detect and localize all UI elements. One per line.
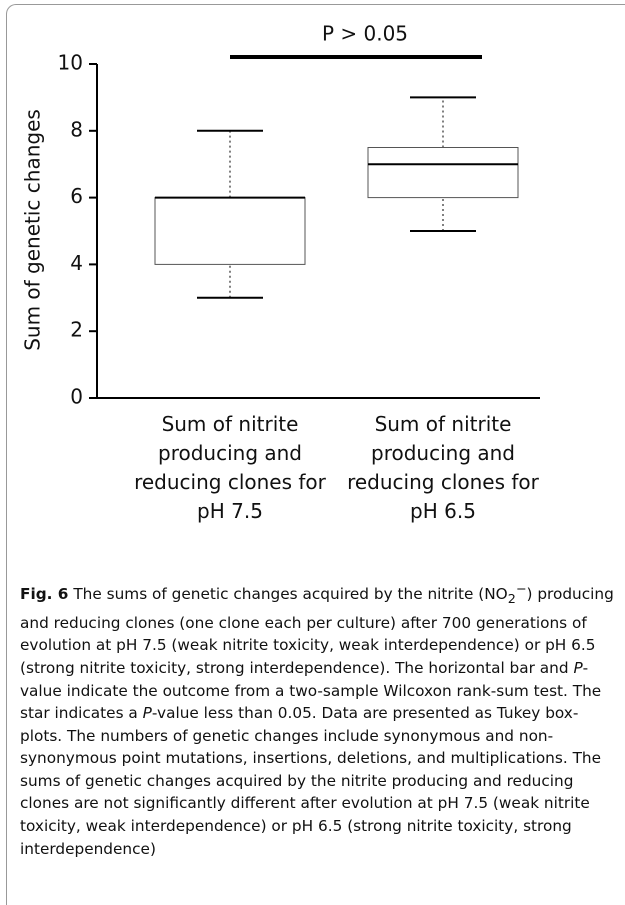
y-tick-label: 2 xyxy=(70,318,83,342)
caption-text: ) producing and reducing clones (one clo… xyxy=(20,585,614,677)
caption-text: -value indicate the outcome from a two-s… xyxy=(20,658,602,723)
caption-text: The sums of genetic changes acquired by … xyxy=(73,585,508,604)
y-tick-label: 6 xyxy=(70,184,83,208)
caption-label: Fig. 6 xyxy=(20,585,69,604)
caption-text: P xyxy=(573,658,583,677)
caption-text: P xyxy=(142,704,152,723)
box xyxy=(367,147,519,199)
annotation: P > 0.05 xyxy=(322,22,408,46)
y-axis-label: Sum of genetic changes xyxy=(21,109,45,351)
chart: P > 0.05 Sum of genetic changes 0 2 4 6 8 10 xyxy=(21,22,540,409)
x-tick-label: Sum of nitrite producing and reducing cl… xyxy=(347,412,539,523)
frame xyxy=(6,4,625,905)
x-tick-label: Sum of nitrite producing and reducing cl… xyxy=(134,412,326,523)
y-tick-label: 8 xyxy=(70,117,83,141)
caption-text: − xyxy=(515,582,527,597)
caption-text: -value less than 0.05. Data are presente… xyxy=(20,704,602,858)
y-tick-label: 10 xyxy=(58,51,83,75)
caption: Fig. 6 The sums of genetic changes acqui… xyxy=(20,579,614,860)
y-tick-label: 4 xyxy=(70,251,83,275)
box xyxy=(154,197,306,265)
caption-text: 2 xyxy=(507,592,516,608)
y-tick-label: 0 xyxy=(70,385,83,409)
